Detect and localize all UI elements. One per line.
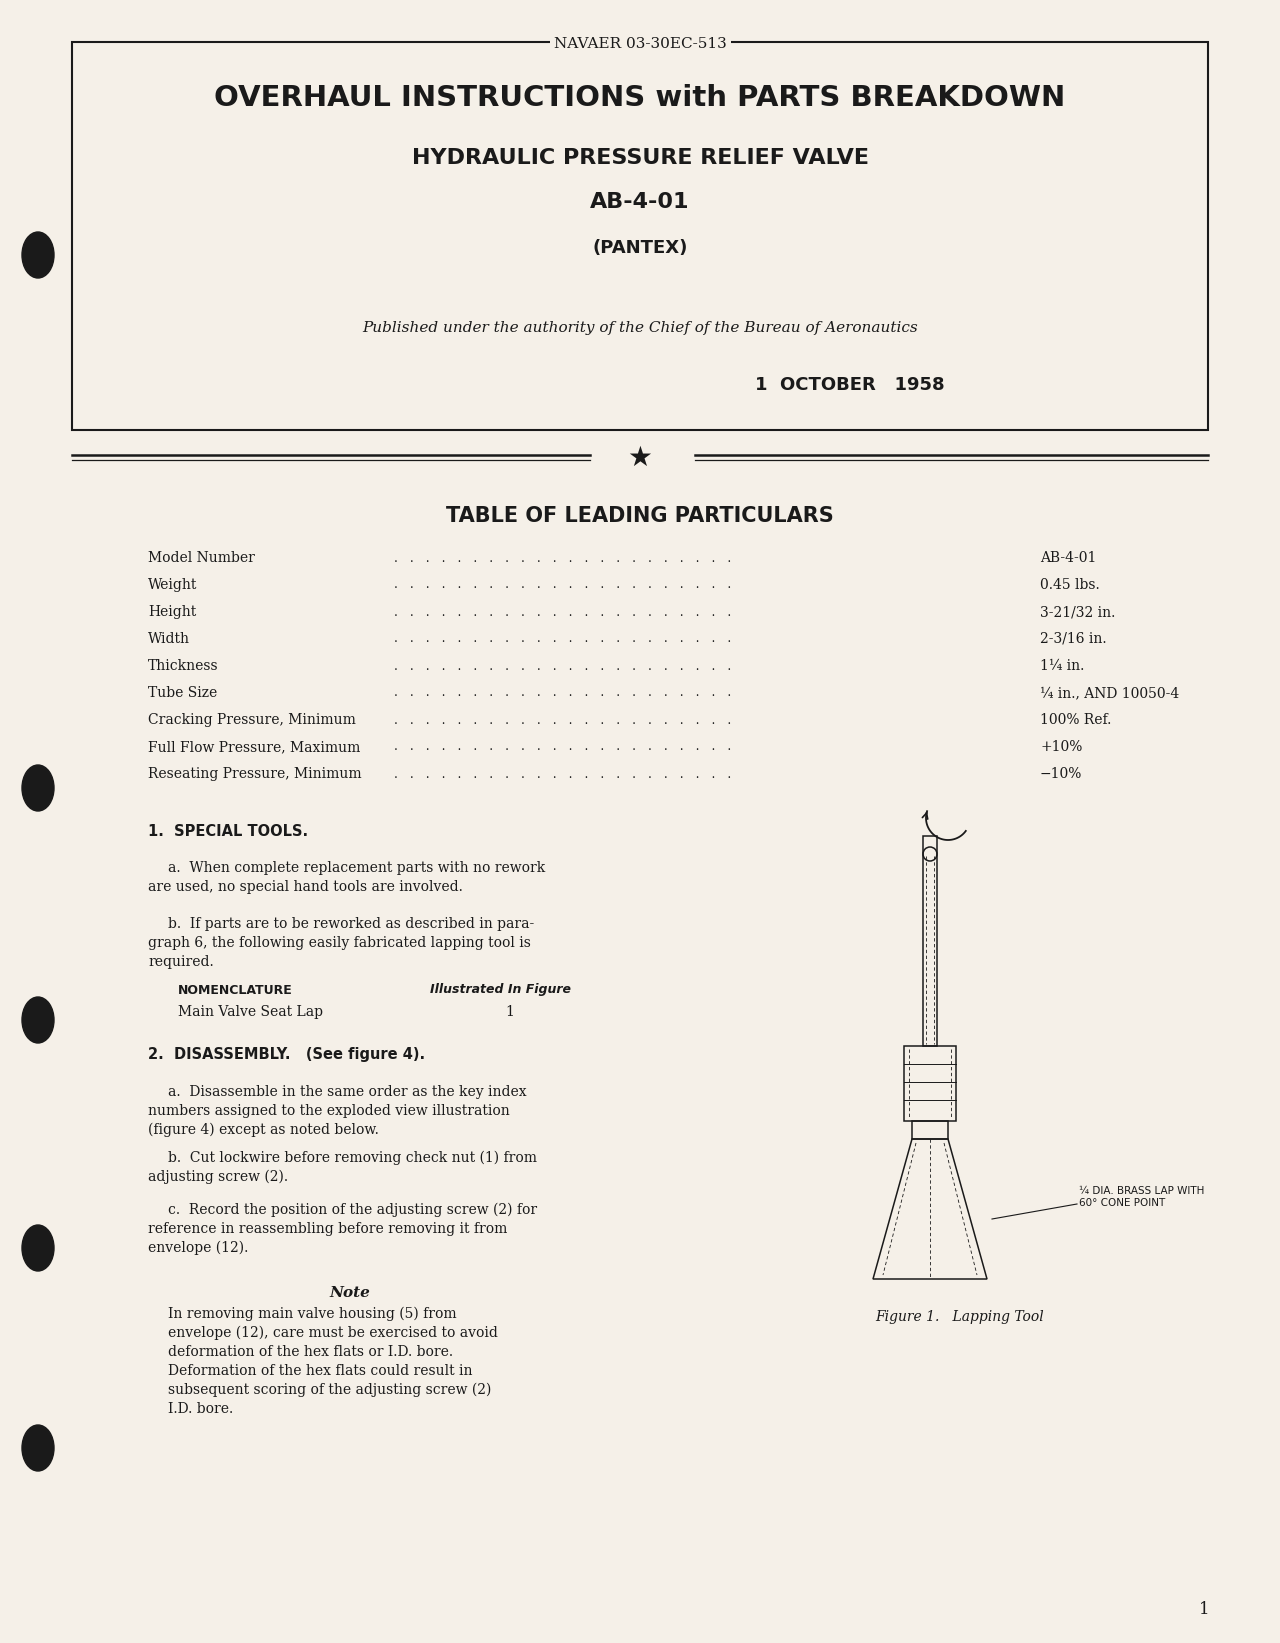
Text: +10%: +10% (1039, 739, 1083, 754)
Text: a.  When complete replacement parts with no rework: a. When complete replacement parts with … (168, 861, 545, 876)
Text: In removing main valve housing (5) from: In removing main valve housing (5) from (168, 1306, 457, 1321)
Text: are used, no special hand tools are involved.: are used, no special hand tools are invo… (148, 881, 463, 894)
Bar (72, 43, 1208, 430)
Text: subsequent scoring of the adjusting screw (2): subsequent scoring of the adjusting scre… (168, 1383, 492, 1397)
Text: 1: 1 (506, 1006, 515, 1019)
Text: envelope (12).: envelope (12). (148, 1240, 248, 1255)
Text: 2-3/16 in.: 2-3/16 in. (1039, 633, 1107, 646)
Text: b.  If parts are to be reworked as described in para-: b. If parts are to be reworked as descri… (168, 917, 534, 932)
Text: Height: Height (148, 605, 196, 619)
Text: 1  OCTOBER   1958: 1 OCTOBER 1958 (755, 376, 945, 394)
Ellipse shape (22, 1226, 54, 1272)
Text: ¼ in., AND 10050-4: ¼ in., AND 10050-4 (1039, 687, 1179, 700)
Text: 1: 1 (1199, 1602, 1210, 1618)
Text: ¼ DIA. BRASS LAP WITH
60° CONE POINT: ¼ DIA. BRASS LAP WITH 60° CONE POINT (1079, 1186, 1204, 1208)
Ellipse shape (22, 766, 54, 812)
Text: 0.45 lbs.: 0.45 lbs. (1039, 578, 1100, 591)
Text: adjusting screw (2).: adjusting screw (2). (148, 1170, 288, 1185)
Bar (911, 1121, 948, 1139)
Text: Deformation of the hex flats could result in: Deformation of the hex flats could resul… (168, 1364, 472, 1378)
Text: .   .   .   .   .   .   .   .   .   .   .   .   .   .   .   .   .   .   .   .   : . . . . . . . . . . . . . . . . . . . . (390, 606, 740, 618)
Text: AB-4-01: AB-4-01 (590, 192, 690, 212)
Text: Illustrated In Figure: Illustrated In Figure (430, 984, 571, 997)
Text: (PANTEX): (PANTEX) (593, 238, 687, 256)
Text: Thickness: Thickness (148, 659, 219, 674)
Text: .   .   .   .   .   .   .   .   .   .   .   .   .   .   .   .   .   .   .   .   : . . . . . . . . . . . . . . . . . . . . (390, 552, 740, 565)
Text: Published under the authority of the Chief of the Bureau of Aeronautics: Published under the authority of the Chi… (362, 320, 918, 335)
Text: Width: Width (148, 633, 189, 646)
Text: 2.  DISASSEMBLY.   (See figure 4).: 2. DISASSEMBLY. (See figure 4). (148, 1048, 425, 1063)
Text: a.  Disassemble in the same order as the key index: a. Disassemble in the same order as the … (168, 1084, 526, 1099)
Text: envelope (12), care must be exercised to avoid: envelope (12), care must be exercised to… (168, 1326, 498, 1341)
Text: Cracking Pressure, Minimum: Cracking Pressure, Minimum (148, 713, 356, 726)
Text: AB-4-01: AB-4-01 (1039, 550, 1097, 565)
Text: 1¼ in.: 1¼ in. (1039, 659, 1084, 674)
Text: 3-21/32 in.: 3-21/32 in. (1039, 605, 1115, 619)
Text: Note: Note (329, 1286, 370, 1300)
Text: ★: ★ (627, 444, 653, 472)
Text: (figure 4) except as noted below.: (figure 4) except as noted below. (148, 1122, 379, 1137)
Text: OVERHAUL INSTRUCTIONS with PARTS BREAKDOWN: OVERHAUL INSTRUCTIONS with PARTS BREAKDO… (214, 84, 1066, 112)
Text: .   .   .   .   .   .   .   .   .   .   .   .   .   .   .   .   .   .   .   .   : . . . . . . . . . . . . . . . . . . . . (390, 687, 740, 700)
Text: Full Flow Pressure, Maximum: Full Flow Pressure, Maximum (148, 739, 361, 754)
Text: c.  Record the position of the adjusting screw (2) for: c. Record the position of the adjusting … (168, 1203, 538, 1217)
Text: .   .   .   .   .   .   .   .   .   .   .   .   .   .   .   .   .   .   .   .   : . . . . . . . . . . . . . . . . . . . . (390, 713, 740, 726)
Text: b.  Cut lockwire before removing check nut (1) from: b. Cut lockwire before removing check nu… (168, 1150, 538, 1165)
Ellipse shape (22, 997, 54, 1043)
Text: .   .   .   .   .   .   .   .   .   .   .   .   .   .   .   .   .   .   .   .   : . . . . . . . . . . . . . . . . . . . . (390, 633, 740, 646)
Text: Tube Size: Tube Size (148, 687, 218, 700)
Text: .   .   .   .   .   .   .   .   .   .   .   .   .   .   .   .   .   .   .   .   : . . . . . . . . . . . . . . . . . . . . (390, 659, 740, 672)
Bar (904, 1047, 956, 1121)
Text: .   .   .   .   .   .   .   .   .   .   .   .   .   .   .   .   .   .   .   .   : . . . . . . . . . . . . . . . . . . . . (390, 578, 740, 591)
Bar (923, 836, 937, 1047)
Text: 100% Ref.: 100% Ref. (1039, 713, 1111, 726)
Text: deformation of the hex flats or I.D. bore.: deformation of the hex flats or I.D. bor… (168, 1346, 453, 1359)
Text: HYDRAULIC PRESSURE RELIEF VALVE: HYDRAULIC PRESSURE RELIEF VALVE (411, 148, 869, 168)
Text: TABLE OF LEADING PARTICULARS: TABLE OF LEADING PARTICULARS (447, 506, 833, 526)
Text: Main Valve Seat Lap: Main Valve Seat Lap (178, 1006, 323, 1019)
Text: .   .   .   .   .   .   .   .   .   .   .   .   .   .   .   .   .   .   .   .   : . . . . . . . . . . . . . . . . . . . . (390, 741, 740, 754)
Text: Reseating Pressure, Minimum: Reseating Pressure, Minimum (148, 767, 362, 780)
Ellipse shape (22, 232, 54, 278)
Text: numbers assigned to the exploded view illustration: numbers assigned to the exploded view il… (148, 1104, 509, 1117)
Text: NAVAER 03-30EC-513: NAVAER 03-30EC-513 (554, 38, 726, 51)
Text: reference in reassembling before removing it from: reference in reassembling before removin… (148, 1222, 507, 1236)
Text: required.: required. (148, 955, 214, 969)
Ellipse shape (22, 1424, 54, 1470)
Text: Weight: Weight (148, 578, 197, 591)
Text: −10%: −10% (1039, 767, 1083, 780)
Text: Figure 1.   Lapping Tool: Figure 1. Lapping Tool (876, 1309, 1044, 1324)
Text: 1.  SPECIAL TOOLS.: 1. SPECIAL TOOLS. (148, 825, 308, 840)
Text: graph 6, the following easily fabricated lapping tool is: graph 6, the following easily fabricated… (148, 937, 531, 950)
Text: Model Number: Model Number (148, 550, 255, 565)
Text: I.D. bore.: I.D. bore. (168, 1401, 233, 1416)
Text: NOMENCLATURE: NOMENCLATURE (178, 984, 293, 997)
Text: .   .   .   .   .   .   .   .   .   .   .   .   .   .   .   .   .   .   .   .   : . . . . . . . . . . . . . . . . . . . . (390, 767, 740, 780)
